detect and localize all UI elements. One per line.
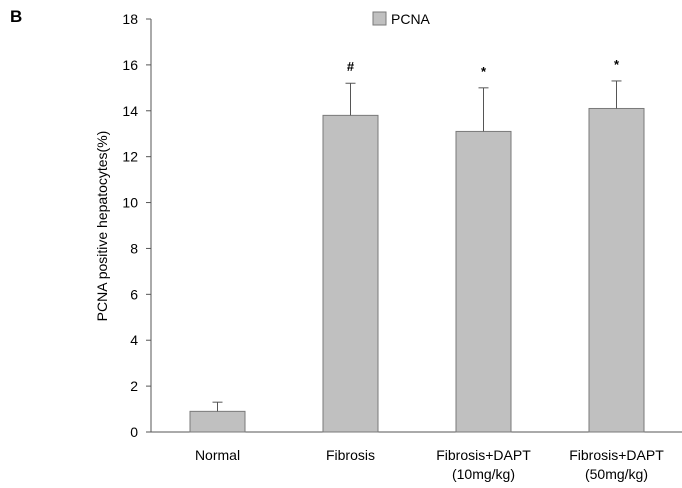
bar — [455, 130, 512, 433]
significance-mark: # — [347, 59, 355, 74]
significance-mark: * — [614, 57, 620, 72]
legend: PCNA — [372, 11, 431, 27]
significance-mark: * — [481, 64, 487, 79]
y-tick-label: 12 — [122, 149, 138, 165]
y-tick-label: 2 — [130, 378, 138, 394]
bar — [322, 114, 379, 433]
x-tick-label: Normal — [195, 447, 240, 463]
x-tick-label: Fibrosis+DAPT — [436, 447, 531, 463]
y-ticks: 0 2 4 6 8 10 12 14 16 18 — [122, 11, 151, 440]
y-tick-label: 8 — [130, 240, 138, 256]
y-tick-label: 4 — [130, 332, 138, 348]
x-tick-label: (50mg/kg) — [585, 466, 648, 482]
panel-letter: B — [10, 7, 22, 26]
x-tick-label: Fibrosis+DAPT — [569, 447, 664, 463]
legend-label: PCNA — [391, 11, 431, 27]
legend-swatch — [372, 11, 387, 26]
x-tick-label: (10mg/kg) — [452, 466, 515, 482]
y-tick-label: 18 — [122, 11, 138, 27]
x-tick-label: Fibrosis — [326, 447, 375, 463]
y-tick-label: 16 — [122, 57, 138, 73]
bars: # * * — [189, 57, 645, 433]
bar — [588, 107, 645, 433]
bar — [189, 410, 246, 433]
y-axis-title: PCNA positive hepatocytes(%) — [94, 131, 110, 322]
y-tick-label: 6 — [130, 286, 138, 302]
y-tick-label: 14 — [122, 103, 138, 119]
y-tick-label: 10 — [122, 195, 138, 211]
x-labels: Normal Fibrosis Fibrosis+DAPT (10mg/kg) Fibr… — [195, 447, 664, 482]
y-tick-label: 0 — [130, 424, 138, 440]
